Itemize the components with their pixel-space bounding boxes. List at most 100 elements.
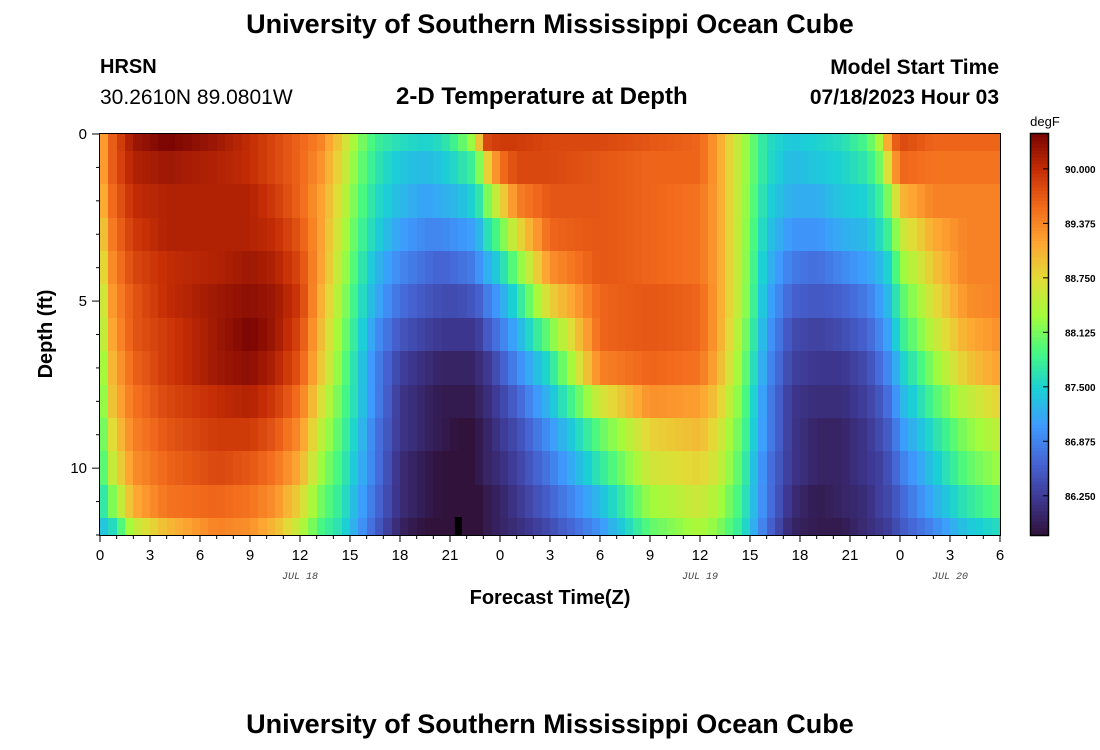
heatmap-cell xyxy=(850,518,859,536)
heatmap-cell xyxy=(442,451,451,486)
heatmap-cell xyxy=(342,318,351,352)
heatmap-cell xyxy=(208,218,218,252)
heatmap-cell xyxy=(283,418,293,452)
colorbar-tick-label: 87.500 xyxy=(1065,383,1096,394)
heatmap-cell xyxy=(500,451,509,486)
heatmap-cell xyxy=(392,218,401,252)
heatmap-cell xyxy=(483,251,493,285)
heatmap-cell xyxy=(592,134,601,152)
heatmap-cell xyxy=(192,151,201,185)
heatmap-cell xyxy=(133,451,143,486)
heatmap-cell xyxy=(183,184,193,219)
heatmap-cell xyxy=(683,218,693,252)
heatmap-cell xyxy=(617,184,626,219)
heatmap-cell xyxy=(392,485,401,519)
colorbar-strip xyxy=(1031,331,1048,336)
heatmap-cell xyxy=(875,318,884,352)
heatmap-cell xyxy=(775,218,784,252)
heatmap-cell xyxy=(567,451,576,486)
heatmap-cell xyxy=(383,284,393,319)
heatmap-cell xyxy=(142,418,151,452)
heatmap-cell xyxy=(125,184,134,219)
colorbar-strip xyxy=(1031,374,1048,379)
heatmap-cell xyxy=(467,385,476,419)
heatmap-cell xyxy=(217,251,226,285)
heatmap-cell xyxy=(417,418,426,452)
heatmap-cell xyxy=(992,251,1001,285)
heatmap-cell xyxy=(833,218,843,252)
heatmap-cell xyxy=(592,284,601,319)
heatmap-cell xyxy=(608,351,618,386)
heatmap-cell xyxy=(358,451,368,486)
heatmap-cell xyxy=(833,518,843,536)
y-tick-label: 0 xyxy=(79,126,87,143)
heatmap-cell xyxy=(800,351,809,386)
colorbar-strip xyxy=(1031,187,1048,192)
heatmap-cell xyxy=(192,418,201,452)
heatmap-cell xyxy=(275,251,284,285)
heatmap-cell xyxy=(575,318,584,352)
heatmap-cell xyxy=(775,385,784,419)
heatmap-cell xyxy=(242,485,251,519)
heatmap-cell xyxy=(558,134,568,152)
heatmap-cell xyxy=(408,134,418,152)
heatmap-cell xyxy=(633,134,643,152)
heatmap-cell xyxy=(475,451,484,486)
heatmap-cell xyxy=(367,151,376,185)
heatmap-cell xyxy=(542,318,551,352)
heatmap-cell xyxy=(758,385,768,419)
heatmap-cell xyxy=(258,518,268,536)
heatmap-cell xyxy=(992,318,1001,352)
heatmap-cell xyxy=(892,518,901,536)
heatmap-cell xyxy=(867,485,876,519)
heatmap-cell xyxy=(508,251,518,285)
heatmap-cell xyxy=(117,184,126,219)
heatmap-cell xyxy=(167,251,176,285)
heatmap-cell xyxy=(392,284,401,319)
heatmap-cell xyxy=(683,284,693,319)
heatmap-cell xyxy=(133,184,143,219)
heatmap-cell xyxy=(750,251,759,285)
colorbar-strip xyxy=(1031,357,1048,362)
colorbar-strip xyxy=(1031,220,1048,225)
x-tick-label: 21 xyxy=(842,547,859,564)
heatmap-cell xyxy=(908,151,918,185)
heatmap-cell xyxy=(767,134,776,152)
heatmap-cell xyxy=(325,284,334,319)
heatmap-cell xyxy=(250,151,259,185)
heatmap-cell xyxy=(517,184,526,219)
heatmap-cell xyxy=(675,485,684,519)
heatmap-cell xyxy=(617,351,626,386)
heatmap-cell xyxy=(600,134,609,152)
heatmap-cell xyxy=(783,418,793,452)
heatmap-cell xyxy=(758,134,768,152)
heatmap-cell xyxy=(983,151,993,185)
colorbar-strip xyxy=(1031,444,1048,449)
heatmap-cell xyxy=(600,351,609,386)
heatmap-cell xyxy=(867,451,876,486)
colorbar-strip xyxy=(1031,150,1048,155)
heatmap-cell xyxy=(733,418,743,452)
heatmap-cell xyxy=(233,451,243,486)
heatmap-cell xyxy=(942,134,951,152)
heatmap-cell xyxy=(417,284,426,319)
colorbar-strip xyxy=(1031,394,1048,399)
heatmap-cell xyxy=(900,251,909,285)
heatmap-cell xyxy=(233,385,243,419)
heatmap-cell xyxy=(642,134,651,152)
heatmap-cell xyxy=(508,318,518,352)
heatmap-cell xyxy=(233,318,243,352)
heatmap-cell xyxy=(267,284,276,319)
footer-title: University of Southern Mississippi Ocean… xyxy=(246,709,854,739)
heatmap-cell xyxy=(142,385,151,419)
heatmap-cell xyxy=(525,251,534,285)
colorbar-strip xyxy=(1031,468,1048,473)
heatmap-cell xyxy=(783,485,793,519)
heatmap-cell xyxy=(717,318,726,352)
heatmap-cell xyxy=(883,518,893,536)
heatmap-cell xyxy=(717,351,726,386)
heatmap-cell xyxy=(242,284,251,319)
heatmap-cell xyxy=(142,351,151,386)
heatmap-cell xyxy=(500,251,509,285)
heatmap-cell xyxy=(400,385,409,419)
